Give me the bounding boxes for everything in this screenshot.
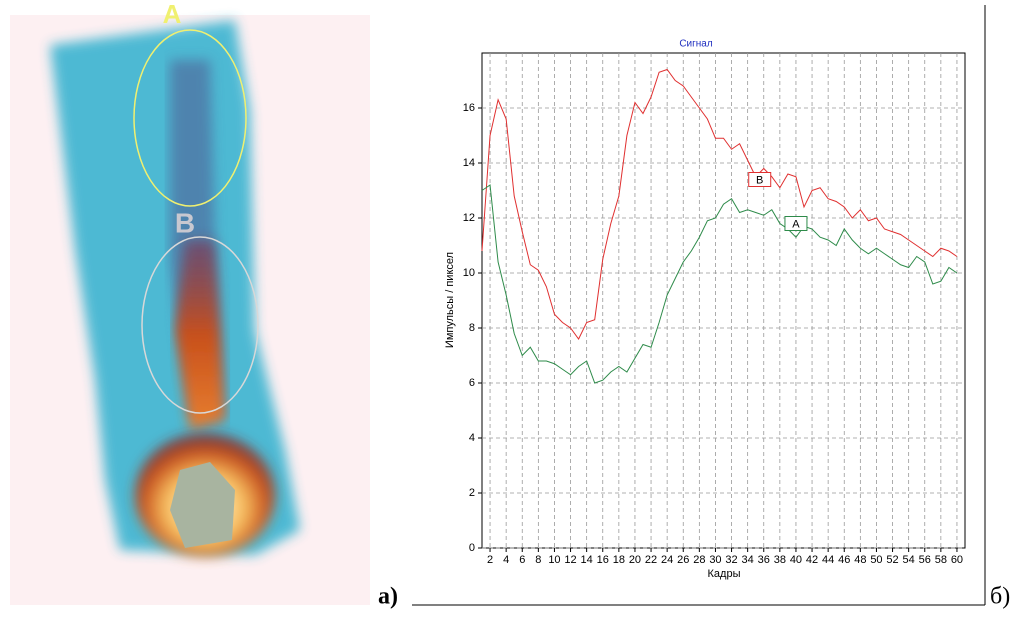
region-label: B — [175, 207, 195, 238]
x-tick-label: 36 — [758, 554, 770, 566]
x-tick-label: 28 — [693, 554, 705, 566]
x-tick-label: 20 — [629, 554, 641, 566]
region-label: A — [163, 0, 182, 29]
y-tick-label: 4 — [469, 432, 475, 444]
x-tick-label: 24 — [661, 554, 673, 566]
x-tick-label: 54 — [903, 554, 915, 566]
x-tick-label: 16 — [597, 554, 609, 566]
x-tick-label: 48 — [854, 554, 866, 566]
x-tick-label: 4 — [503, 554, 509, 566]
x-tick-label: 10 — [548, 554, 560, 566]
x-tick-label: 40 — [790, 554, 802, 566]
x-tick-label: 22 — [645, 554, 657, 566]
panel-label: б) — [990, 584, 1010, 610]
x-tick-label: 46 — [838, 554, 850, 566]
data-line — [481, 184, 958, 384]
x-tick-label: 30 — [709, 554, 721, 566]
x-tick-label: 42 — [806, 554, 818, 566]
x-tick-label: 56 — [919, 554, 931, 566]
x-tick-label: 38 — [774, 554, 786, 566]
x-tick-label: 18 — [613, 554, 625, 566]
scan-image: A B — [10, 0, 370, 605]
series-label: A — [792, 218, 800, 230]
data-line — [481, 68, 958, 340]
y-tick-label: 14 — [463, 157, 475, 169]
panel-label: а) — [378, 584, 398, 610]
y-tick-label: 12 — [463, 212, 475, 224]
x-tick-label: 8 — [535, 554, 541, 566]
x-tick-label: 2 — [487, 554, 493, 566]
y-tick-label: 2 — [469, 487, 475, 499]
x-tick-label: 58 — [935, 554, 947, 566]
y-tick-label: 10 — [463, 267, 475, 279]
y-axis-label: Импульсы / пиксел — [444, 252, 456, 348]
x-tick-label: 32 — [725, 554, 737, 566]
x-tick-label: 60 — [951, 554, 963, 566]
x-tick-label: 44 — [822, 554, 834, 566]
series-label: B — [756, 174, 763, 186]
series-label-box — [784, 216, 808, 231]
x-tick-label: 6 — [519, 554, 525, 566]
chart-title: Сигнал — [679, 39, 713, 50]
y-tick-label: 0 — [469, 542, 475, 554]
plot-area — [481, 52, 966, 549]
x-tick-label: 26 — [677, 554, 689, 566]
y-tick-label: 16 — [463, 102, 475, 114]
y-tick-label: 6 — [469, 377, 475, 389]
x-tick-label: 50 — [870, 554, 882, 566]
series-label-box — [748, 172, 772, 187]
x-axis-label: Кадры — [708, 568, 741, 580]
x-tick-label: 14 — [581, 554, 593, 566]
x-tick-label: 52 — [886, 554, 898, 566]
x-tick-label: 12 — [564, 554, 576, 566]
y-tick-label: 8 — [469, 322, 475, 334]
x-tick-label: 34 — [742, 554, 754, 566]
